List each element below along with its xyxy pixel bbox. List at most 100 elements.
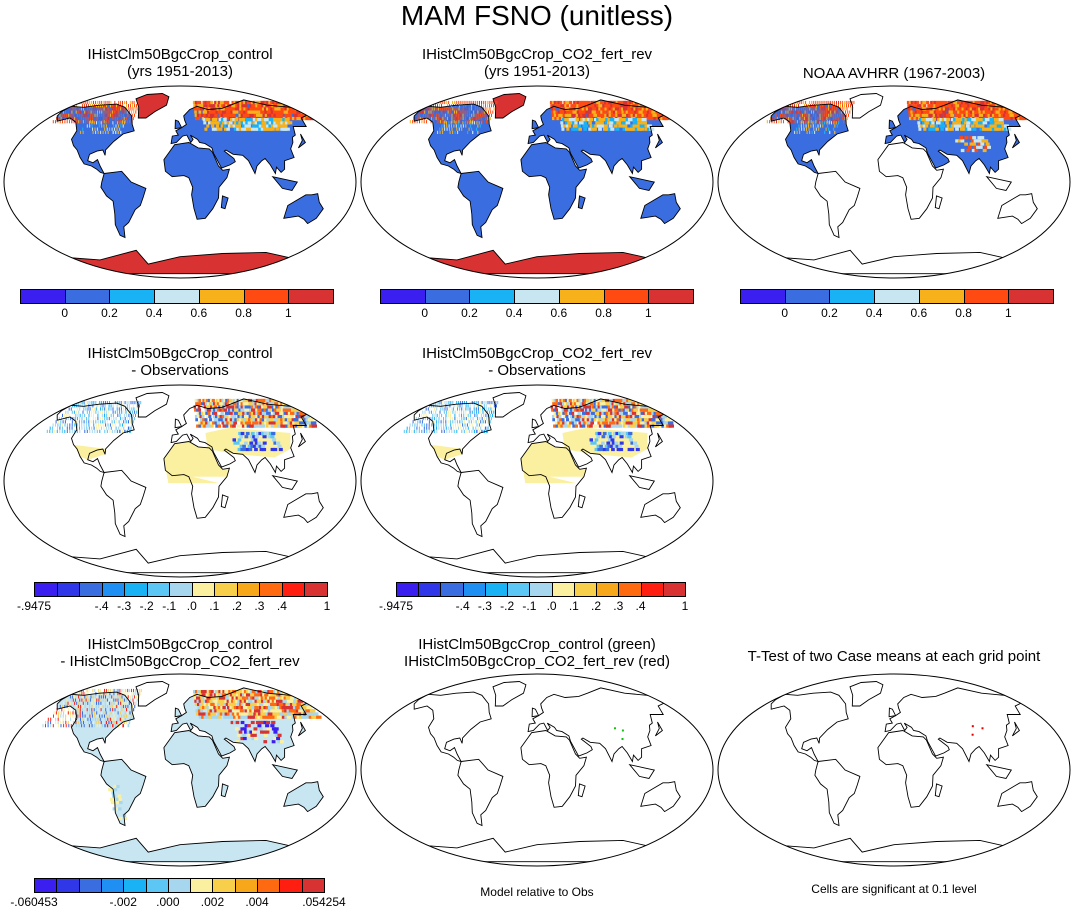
colorbar-tick-label: .002 [200,895,225,909]
colorbar-tick-label: 0 [421,306,429,320]
colorbar-swatch [34,878,58,893]
panel-title-line2: - IHistClm50BgcCrop_CO2_fert_rev [60,653,300,670]
colorbar-swatch [507,582,531,597]
colorbar-swatch [558,289,605,304]
colorbar-tick-label: 1 [681,599,689,613]
panel-title-overlay: IHistClm50BgcCrop_control (green) IHistC… [357,636,717,670]
colorbar-swatch [551,582,575,597]
colorbar-swatch [56,582,81,597]
panel-title-ttest: T-Test of two Case means at each grid po… [714,648,1074,665]
colorbar-swatch [462,582,486,597]
colorbar-tick-label: .3 [254,599,265,613]
colorbar-swatch [573,582,598,597]
map-control-minus-obs [3,384,357,578]
colorbar-swatch [154,289,200,304]
colorbar-tick-label: 0.4 [145,306,163,320]
colorbar-swatch [618,582,642,597]
colorbar-swatch [829,289,876,304]
colorbar-swatch [603,289,650,304]
colorbar-swatch [257,878,281,893]
colorbar-swatch [214,582,238,597]
colorbar-swatch [191,582,216,597]
colorbar-tick-label: 1 [323,599,331,613]
colorbar-tick-label: .1 [568,599,579,613]
colorbar-tick-label: -.4 [455,599,470,613]
panel-title-line1: IHistClm50BgcCrop_control [87,636,273,653]
colorbar-swatch [145,878,169,893]
map-co2 [360,85,714,279]
colorbar-swatch [109,289,156,304]
colorbar-swatch [918,289,965,304]
panel-title-line1: IHistClm50BgcCrop_control [87,345,273,362]
colorbar-control: 0 0.2 0.4 0.6 0.8 1 [20,289,334,320]
panel-title-line2: (yrs 1951-2013) [127,63,233,80]
colorbar-tick-label: 0.6 [190,306,208,320]
colorbar-swatch [167,878,192,893]
colorbar-control-minus-co2: -.060453 -.002 .000 .002 .004 .054254 [10,878,346,910]
colorbar-tick-label: -.002 [109,895,137,909]
panel-title-co2: IHistClm50BgcCrop_CO2_fert_rev (yrs 1951… [357,46,717,80]
note-model-vs-obs: Model relative to Obs [480,885,594,899]
panel-title-co2-minus-obs: IHistClm50BgcCrop_CO2_fert_rev - Observa… [357,345,717,379]
colorbar-swatch [662,582,686,597]
colorbar-tick-label: .004 [245,895,269,909]
colorbar-swatch [484,582,509,597]
colorbar-tick-label: -.1 [162,599,177,613]
colorbar-tick-label: -.9475 [16,599,52,613]
colorbar-swatch [288,289,334,304]
colorbar-swatch [198,289,245,304]
colorbar-tick-label: 1 [644,306,652,320]
panel-title-line1: IHistClm50BgcCrop_control [87,46,273,63]
panel-title-line1: IHistClm50BgcCrop_CO2_fert_rev [421,46,653,63]
colorbar-tick-label: .4 [635,599,646,613]
colorbar-swatch [64,289,111,304]
colorbar-co2: 0 0.2 0.4 0.6 0.8 1 [380,289,694,320]
colorbar-swatch [648,289,694,304]
map-ttest [717,673,1071,867]
colorbar-tick-label: -.2 [139,599,154,613]
colorbar-tick-label: 0.4 [865,306,883,320]
colorbar-tick-label: .000 [156,895,180,909]
colorbar-swatch [281,582,306,597]
colorbar-swatch [740,289,786,304]
colorbar-swatch [440,582,464,597]
colorbar-tick-label: .4 [276,599,287,613]
colorbar-co2-minus-obs: -.9475 -.4 -.3 -.2 -.1 .0 .1 .2 .3 .4 1 [379,582,688,614]
colorbar-swatch [301,878,325,893]
colorbar-swatch [243,289,290,304]
colorbar-swatch [190,878,214,893]
colorbar-tick-label: .0 [546,599,557,613]
colorbar-tick-label: -.2 [500,599,515,613]
colorbar-swatch [123,878,147,893]
colorbar-tick-label: -.3 [477,599,492,613]
panel-title-line1: NOAA AVHRR (1967-2003) [802,65,986,82]
colorbar-obs: 0 0.2 0.4 0.6 0.8 1 [740,289,1054,320]
colorbar-swatch [1008,289,1054,304]
panel-title-line1: IHistClm50BgcCrop_CO2_fert_rev [421,345,653,362]
colorbar-swatch [124,582,148,597]
colorbar-swatch [279,878,303,893]
colorbar-tick-label: 0.6 [550,306,568,320]
colorbar-swatch [259,582,283,597]
note-significance: Cells are significant at 0.1 level [811,882,977,896]
panel-title-control-minus-obs: IHistClm50BgcCrop_control - Observations [0,345,360,379]
colorbar-tick-label: 0.2 [821,306,838,320]
colorbar-tick-label: .1 [209,599,220,613]
colorbar-swatch [101,582,126,597]
colorbar-tick-label: 0.6 [910,306,928,320]
colorbar-tick-label: -.9475 [378,599,414,613]
colorbar-control-minus-obs: -.9475 -.4 -.3 -.2 -.1 .0 .1 .2 .3 .4 1 [17,582,330,614]
colorbar-swatch [100,878,125,893]
colorbar-tick-label: 1 [1004,306,1012,320]
colorbar-tick-label: -.1 [522,599,537,613]
colorbar-swatch [596,582,620,597]
colorbar-tick-label: 0 [781,306,789,320]
colorbar-swatch [380,289,426,304]
colorbar-tick-label: -.4 [94,599,109,613]
colorbar-swatch [169,582,193,597]
colorbar-swatch [146,582,171,597]
colorbar-tick-label: 0 [61,306,69,320]
colorbar-swatch [784,289,831,304]
colorbar-tick-label: 1 [284,306,292,320]
colorbar-tick-label: 0.2 [101,306,118,320]
